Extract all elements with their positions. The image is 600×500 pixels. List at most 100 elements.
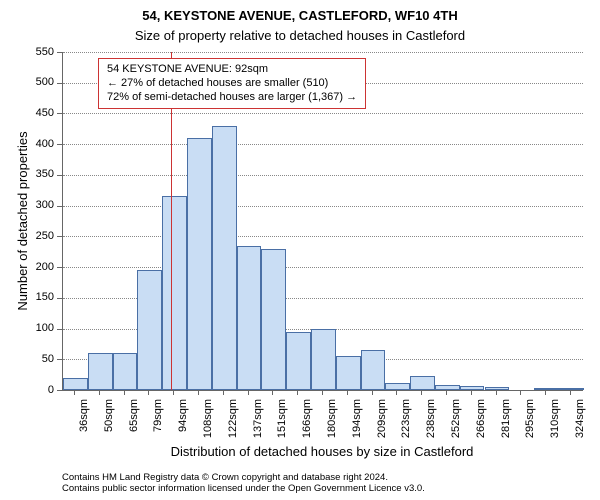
grid-line <box>63 206 583 207</box>
y-tick-label: 150 <box>24 291 54 303</box>
x-tick <box>545 390 546 395</box>
y-tick <box>57 329 62 330</box>
x-tick <box>272 390 273 395</box>
x-tick <box>173 390 174 395</box>
attribution-line-1: Contains HM Land Registry data © Crown c… <box>62 472 425 483</box>
x-tick <box>446 390 447 395</box>
x-tick-label: 108sqm <box>202 399 214 449</box>
y-tick-label: 100 <box>24 322 54 334</box>
grid-line <box>63 113 583 114</box>
y-tick <box>57 236 62 237</box>
chart-subtitle: Size of property relative to detached ho… <box>0 28 600 43</box>
y-axis-label: Number of detached properties <box>15 52 30 390</box>
grid-line <box>63 52 583 53</box>
y-tick <box>57 113 62 114</box>
histogram-bar <box>385 383 410 390</box>
x-tick <box>297 390 298 395</box>
y-tick <box>57 390 62 391</box>
grid-line <box>63 236 583 237</box>
x-tick-label: 310sqm <box>549 399 561 449</box>
attribution-text: Contains HM Land Registry data © Crown c… <box>62 472 425 494</box>
y-tick-label: 0 <box>24 384 54 396</box>
y-tick <box>57 298 62 299</box>
x-tick <box>223 390 224 395</box>
annotation-line-1: 54 KEYSTONE AVENUE: 92sqm <box>107 63 357 77</box>
x-tick-label: 209sqm <box>376 399 388 449</box>
x-tick <box>322 390 323 395</box>
x-tick-label: 252sqm <box>450 399 462 449</box>
histogram-bar <box>162 196 187 390</box>
histogram-bar <box>187 138 212 390</box>
chart-title: 54, KEYSTONE AVENUE, CASTLEFORD, WF10 4T… <box>0 8 600 23</box>
annotation-line-3: 72% of semi-detached houses are larger (… <box>107 91 357 105</box>
histogram-bar <box>534 388 559 390</box>
x-tick <box>99 390 100 395</box>
annotation-line-2: ← 27% of detached houses are smaller (51… <box>107 77 357 91</box>
y-tick-label: 200 <box>24 261 54 273</box>
histogram-bar <box>336 356 361 390</box>
y-tick-label: 250 <box>24 230 54 242</box>
x-tick-label: 281sqm <box>500 399 512 449</box>
histogram-bar <box>261 249 286 390</box>
x-tick-label: 295sqm <box>524 399 536 449</box>
y-tick-label: 400 <box>24 138 54 150</box>
x-tick <box>74 390 75 395</box>
x-tick-label: 122sqm <box>227 399 239 449</box>
y-tick <box>57 175 62 176</box>
figure: { "title": { "line1": "54, KEYSTONE AVEN… <box>0 0 600 500</box>
histogram-bar <box>137 270 162 390</box>
y-tick <box>57 144 62 145</box>
histogram-bar <box>212 126 237 390</box>
histogram-bar <box>237 246 262 390</box>
x-tick-label: 266sqm <box>475 399 487 449</box>
histogram-bar <box>63 378 88 390</box>
y-tick-label: 350 <box>24 168 54 180</box>
y-tick-label: 300 <box>24 199 54 211</box>
grid-line <box>63 144 583 145</box>
y-tick <box>57 267 62 268</box>
x-tick-label: 151sqm <box>276 399 288 449</box>
x-tick <box>248 390 249 395</box>
x-tick-label: 166sqm <box>301 399 313 449</box>
x-tick-label: 65sqm <box>128 399 140 449</box>
histogram-bar <box>361 350 386 390</box>
annotation-box: 54 KEYSTONE AVENUE: 92sqm ← 27% of detac… <box>98 58 366 109</box>
x-tick <box>124 390 125 395</box>
x-tick-label: 180sqm <box>326 399 338 449</box>
x-tick <box>570 390 571 395</box>
histogram-bar <box>410 376 435 390</box>
histogram-bar <box>559 388 584 390</box>
x-tick <box>471 390 472 395</box>
y-tick-label: 450 <box>24 107 54 119</box>
x-tick-label: 223sqm <box>400 399 412 449</box>
grid-line <box>63 267 583 268</box>
x-tick-label: 50sqm <box>103 399 115 449</box>
x-tick-label: 238sqm <box>425 399 437 449</box>
x-tick <box>421 390 422 395</box>
x-tick-label: 36sqm <box>78 399 90 449</box>
y-tick <box>57 359 62 360</box>
histogram-bar <box>286 332 311 390</box>
y-tick-label: 550 <box>24 46 54 58</box>
attribution-line-2: Contains public sector information licen… <box>62 483 425 494</box>
x-tick <box>372 390 373 395</box>
x-tick <box>148 390 149 395</box>
histogram-bar <box>435 385 460 390</box>
x-tick <box>396 390 397 395</box>
histogram-bar <box>460 386 485 390</box>
histogram-bar <box>88 353 113 390</box>
y-tick-label: 500 <box>24 76 54 88</box>
histogram-bar <box>311 329 336 390</box>
grid-line <box>63 175 583 176</box>
x-tick <box>347 390 348 395</box>
x-tick-label: 94sqm <box>177 399 189 449</box>
x-tick <box>198 390 199 395</box>
y-tick-label: 50 <box>24 353 54 365</box>
x-tick-label: 137sqm <box>252 399 264 449</box>
x-tick-label: 324sqm <box>574 399 586 449</box>
x-tick-label: 194sqm <box>351 399 363 449</box>
y-tick <box>57 52 62 53</box>
histogram-bar <box>485 387 510 390</box>
y-tick <box>57 206 62 207</box>
x-tick-label: 79sqm <box>152 399 164 449</box>
